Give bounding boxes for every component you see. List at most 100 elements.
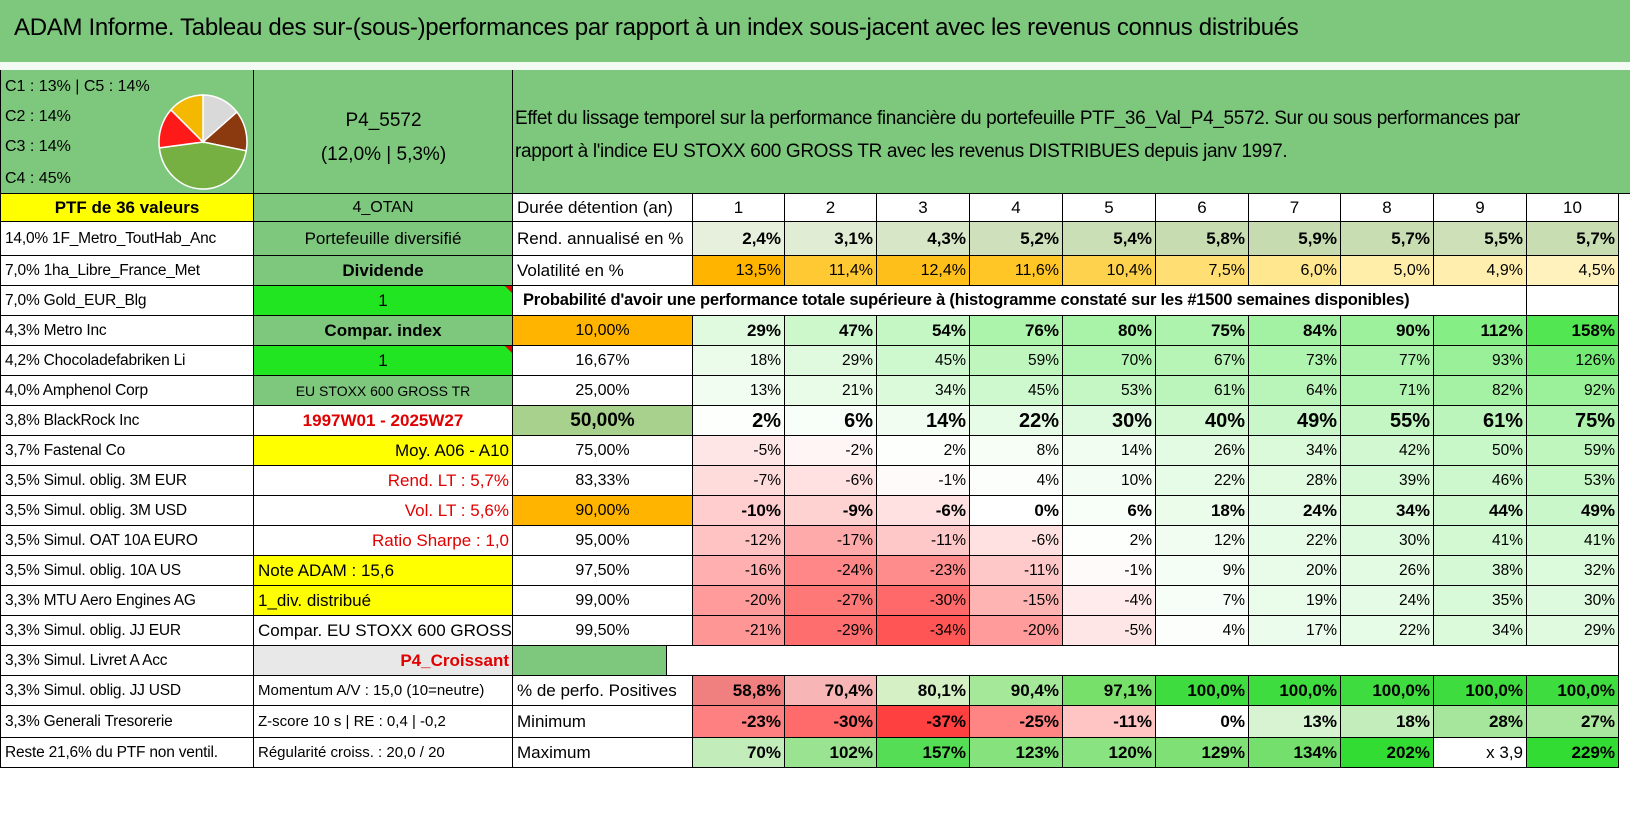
quantile-value: 77%	[1341, 346, 1434, 376]
quantile-value: 41%	[1527, 526, 1619, 556]
portfolio-box: P4_5572 (12,0% | 5,3%)	[254, 70, 513, 194]
quantile-value: -1%	[1063, 556, 1156, 586]
vol-value: 11,6%	[970, 256, 1063, 286]
quantile-label: 75,00%	[513, 436, 693, 466]
quantile-value: -5%	[693, 436, 785, 466]
rend-value: 5,2%	[970, 222, 1063, 256]
year-header: 1	[693, 194, 785, 222]
quantile-label: 99,50%	[513, 616, 693, 646]
year-header: 3	[877, 194, 970, 222]
quantile-value: 54%	[877, 316, 970, 346]
quantile-label: 83,33%	[513, 466, 693, 496]
mid-row: 1	[254, 286, 513, 316]
maximum-value: 120%	[1063, 738, 1156, 768]
left-header: PTF de 36 valeurs	[0, 194, 254, 222]
description-box: Effet du lissage temporel sur la perform…	[513, 70, 1630, 194]
positive-value: 90,4%	[970, 676, 1063, 706]
holding-row: 7,0% 1ha_Libre_France_Met	[0, 256, 254, 286]
vol-value: 4,9%	[1434, 256, 1527, 286]
positive-value: 70,4%	[785, 676, 877, 706]
minimum-value: -23%	[693, 706, 785, 738]
vol-value: 5,0%	[1341, 256, 1434, 286]
quantile-value: 9%	[1156, 556, 1249, 586]
quantile-value: 75%	[1156, 316, 1249, 346]
mid-row: EU STOXX 600 GROSS TR	[254, 376, 513, 406]
quantile-value: -17%	[785, 526, 877, 556]
quantile-label: 99,00%	[513, 586, 693, 616]
quantile-value: 0%	[970, 496, 1063, 526]
quantile-value: 20%	[1249, 556, 1341, 586]
blank-cell	[667, 646, 1619, 676]
legend-line: C1 : 13% | C5 : 14%	[5, 78, 150, 95]
title-banner: ADAM Informe. Tableau des sur-(sous-)per…	[0, 0, 1630, 62]
quantile-value: 112%	[1434, 316, 1527, 346]
report-title: ADAM Informe. Tableau des sur-(sous-)per…	[14, 14, 1299, 41]
rend-label: Rend. annualisé en %	[513, 222, 693, 256]
quantile-value: 49%	[1249, 406, 1341, 436]
maximum-value: 70%	[693, 738, 785, 768]
quantile-value: 24%	[1341, 586, 1434, 616]
minimum-value: 0%	[1156, 706, 1249, 738]
maximum-value: 134%	[1249, 738, 1341, 768]
quantile-value: 61%	[1434, 406, 1527, 436]
blank-cell	[1527, 286, 1619, 316]
quantile-value: 47%	[785, 316, 877, 346]
holding-row: 3,5% Simul. oblig. 10A US	[0, 556, 254, 586]
holding-row: 3,3% Generali Tresorerie	[0, 706, 254, 738]
holding-row: 14,0% 1F_Metro_ToutHab_Anc	[0, 222, 254, 256]
mid-row: P4_Croissant	[254, 646, 513, 676]
legend-line: C4 : 45%	[5, 170, 71, 187]
description-line: rapport à l'indice EU STOXX 600 GROSS TR…	[515, 141, 1288, 162]
quantile-value: 40%	[1156, 406, 1249, 436]
holding-row: 3,3% Simul. Livret A Acc	[0, 646, 254, 676]
rend-value: 2,4%	[693, 222, 785, 256]
holding-row: 3,5% Simul. oblig. 3M EUR	[0, 466, 254, 496]
mid-row: 1	[254, 346, 513, 376]
year-header: 5	[1063, 194, 1156, 222]
quantile-value: 34%	[1434, 616, 1527, 646]
legend-line: C3 : 14%	[5, 138, 71, 155]
quantile-value: -6%	[785, 466, 877, 496]
quantile-value: 28%	[1249, 466, 1341, 496]
quantile-value: -27%	[785, 586, 877, 616]
holding-row: 3,3% Simul. oblig. JJ USD	[0, 676, 254, 706]
allocation-pie-chart	[158, 94, 248, 190]
holding-row: 3,5% Simul. oblig. 3M USD	[0, 496, 254, 526]
vol-value: 4,5%	[1527, 256, 1619, 286]
quantile-value: -34%	[877, 616, 970, 646]
quantile-value: 4%	[1156, 616, 1249, 646]
spacer-band	[0, 62, 1630, 70]
quantile-value: -23%	[877, 556, 970, 586]
quantile-value: -16%	[693, 556, 785, 586]
rend-value: 5,5%	[1434, 222, 1527, 256]
quantile-value: 34%	[1341, 496, 1434, 526]
holding-row: Reste 21,6% du PTF non ventil.	[0, 738, 254, 768]
quantile-value: 39%	[1341, 466, 1434, 496]
quantile-value: -11%	[877, 526, 970, 556]
quantile-value: 80%	[1063, 316, 1156, 346]
mid-row: Ratio Sharpe : 1,0	[254, 526, 513, 556]
quantile-value: 7%	[1156, 586, 1249, 616]
quantile-value: -15%	[970, 586, 1063, 616]
quantile-value: 158%	[1527, 316, 1619, 346]
mid-header: 4_OTAN	[254, 194, 513, 222]
quantile-value: 6%	[785, 406, 877, 436]
quantile-value: 75%	[1527, 406, 1619, 436]
quantile-value: 53%	[1527, 466, 1619, 496]
mid-row: Note ADAM : 15,6	[254, 556, 513, 586]
quantile-value: 50%	[1434, 436, 1527, 466]
quantile-value: 22%	[970, 406, 1063, 436]
holding-row: 4,3% Metro Inc	[0, 316, 254, 346]
quantile-value: 34%	[877, 376, 970, 406]
holding-row: 3,8% BlackRock Inc	[0, 406, 254, 436]
mid-row: 1997W01 - 2025W27	[254, 406, 513, 436]
minimum-value: -25%	[970, 706, 1063, 738]
quantile-value: 17%	[1249, 616, 1341, 646]
minimum-label: Minimum	[513, 706, 693, 738]
quantile-value: 93%	[1434, 346, 1527, 376]
quantile-value: 12%	[1156, 526, 1249, 556]
mid-row: Dividende	[254, 256, 513, 286]
portfolio-stats: (12,0% | 5,3%)	[320, 144, 447, 165]
holding-row: 7,0% Gold_EUR_Blg	[0, 286, 254, 316]
quantile-value: 70%	[1063, 346, 1156, 376]
